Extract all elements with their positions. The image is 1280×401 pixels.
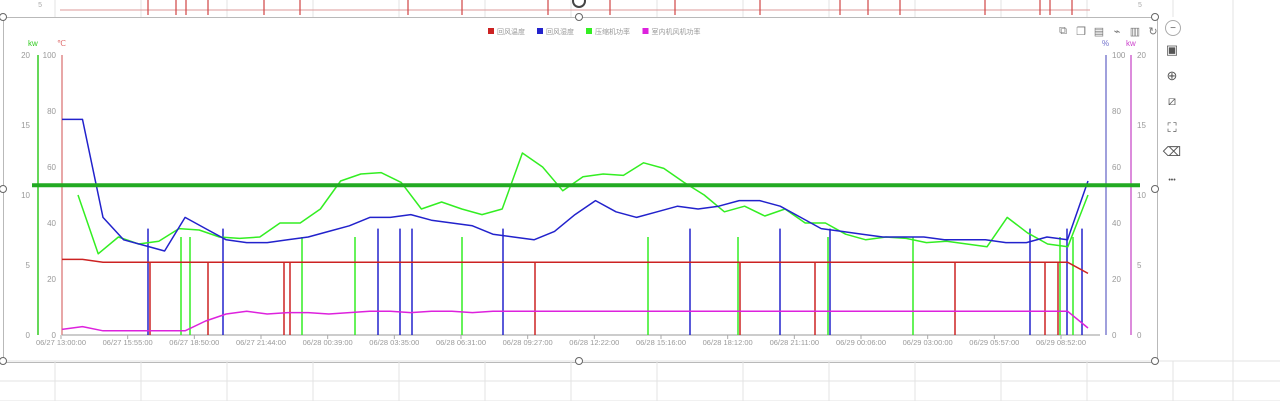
eraser-icon[interactable]: ⌫: [1162, 144, 1182, 159]
kw-right-unit: kw: [1126, 39, 1136, 48]
x-tick-label: 06/29 08:52:00: [1036, 338, 1086, 347]
x-tick-label: 06/29 03:00:00: [903, 338, 953, 347]
fan-power-line: [61, 310, 1089, 332]
legend-label: 回风湿度: [546, 27, 574, 36]
celsius-tick-label: 40: [47, 219, 56, 228]
legend-label: 室内机风机功率: [652, 27, 701, 36]
x-tick-label: 06/27 13:00:00: [36, 338, 86, 347]
percent-tick-label: 80: [1112, 107, 1121, 116]
compressor-power-line: [77, 152, 1089, 255]
legend-label: 压缩机功率: [595, 27, 630, 36]
line-chart-icon[interactable]: ⌁: [1113, 25, 1121, 38]
x-tick-label: 06/28 21:11:00: [770, 338, 820, 347]
x-tick-label: 06/28 00:39:00: [303, 338, 353, 347]
chart-container[interactable]: [3, 17, 1158, 363]
fullscreen-icon[interactable]: ⛶: [1167, 120, 1177, 135]
x-tick-label: 06/27 18:50:00: [169, 338, 219, 347]
kw-right-tick-label: 15: [1137, 121, 1146, 130]
kw-right-tick-label: 10: [1137, 191, 1146, 200]
copy-icon[interactable]: ⧉: [1059, 24, 1067, 37]
zoom-in-icon[interactable]: ⊕: [1166, 68, 1178, 83]
resize-handle[interactable]: [575, 13, 583, 21]
resize-handle[interactable]: [0, 185, 7, 193]
celsius-tick-label: 80: [47, 107, 56, 116]
refresh-icon[interactable]: ↻: [1148, 25, 1158, 38]
legend-swatch: [642, 28, 649, 34]
percent-tick-label: 60: [1112, 163, 1121, 172]
resize-handle[interactable]: [0, 13, 7, 21]
kw-right-tick-label: 0: [1137, 331, 1142, 340]
x-tick-label: 06/29 05:57:00: [969, 338, 1019, 347]
legend-label: 回风温度: [497, 27, 525, 36]
resize-handle[interactable]: [0, 357, 7, 365]
x-tick-label: 06/28 15:16:00: [636, 338, 686, 347]
percent-tick-label: 0: [1112, 331, 1117, 340]
kw-left-tick-label: 0: [26, 331, 31, 340]
legend-swatch: [586, 28, 592, 34]
chart-icon[interactable]: ▣: [1165, 42, 1179, 57]
percent-unit: %: [1102, 39, 1109, 48]
previous-chart-fragment: [60, 0, 1090, 15]
percent-tick-label: 20: [1112, 275, 1121, 284]
x-tick-label: 06/29 00:06:00: [836, 338, 886, 347]
kw-left-tick-label: 20: [21, 51, 30, 60]
more-icon[interactable]: •••: [1168, 176, 1176, 184]
crop-icon[interactable]: ⧄: [1167, 93, 1177, 108]
kw-left-unit: kw: [28, 39, 38, 48]
copy-alt-icon[interactable]: ❐: [1076, 25, 1086, 38]
x-tick-label: 06/28 03:35:00: [369, 338, 419, 347]
legend-swatch: [537, 28, 543, 34]
bar-chart-icon[interactable]: ▥: [1129, 25, 1141, 38]
x-tick-label: 06/27 15:55:00: [103, 338, 153, 347]
x-tick-label: 06/28 09:27:00: [503, 338, 553, 347]
document-icon[interactable]: ▤: [1093, 25, 1105, 38]
resize-handle[interactable]: [1151, 13, 1159, 21]
resize-handle[interactable]: [575, 357, 583, 365]
x-tick-label: 06/28 12:22:00: [569, 338, 619, 347]
kw-right-tick-label: 20: [1137, 51, 1146, 60]
percent-tick-label: 40: [1112, 219, 1121, 228]
celsius-tick-label: 100: [43, 51, 57, 60]
celsius-tick-label: 60: [47, 163, 56, 172]
x-tick-label: 06/28 06:31:00: [436, 338, 486, 347]
chart-legend: [488, 28, 649, 34]
kw-left-tick-label: 5: [26, 261, 31, 270]
x-tick-label: 06/28 18:12:00: [703, 338, 753, 347]
minus-icon[interactable]: −: [1165, 20, 1181, 36]
resize-handle[interactable]: [1151, 185, 1159, 193]
previous-chart-tick-label: 5: [38, 2, 42, 9]
previous-chart-tick-label: 5: [1138, 2, 1142, 9]
kw-right-tick-label: 5: [1137, 261, 1142, 270]
celsius-tick-label: 0: [52, 331, 57, 340]
resize-handle[interactable]: [1151, 357, 1159, 365]
celsius-unit: ℃: [57, 39, 66, 48]
x-tick-label: 06/27 21:44:00: [236, 338, 286, 347]
celsius-tick-label: 20: [47, 275, 56, 284]
return-humidity-line: [62, 118, 1089, 252]
kw-left-tick-label: 15: [21, 121, 30, 130]
rotate-handle-icon[interactable]: [572, 0, 586, 8]
chart-toolbar: ⧉ ❐ ▤ ⌁ ▥ ↻: [1056, 24, 1160, 38]
percent-tick-label: 100: [1112, 51, 1126, 60]
legend-swatch: [488, 28, 494, 34]
kw-left-tick-label: 10: [21, 191, 30, 200]
return-temperature-line: [62, 258, 1089, 275]
